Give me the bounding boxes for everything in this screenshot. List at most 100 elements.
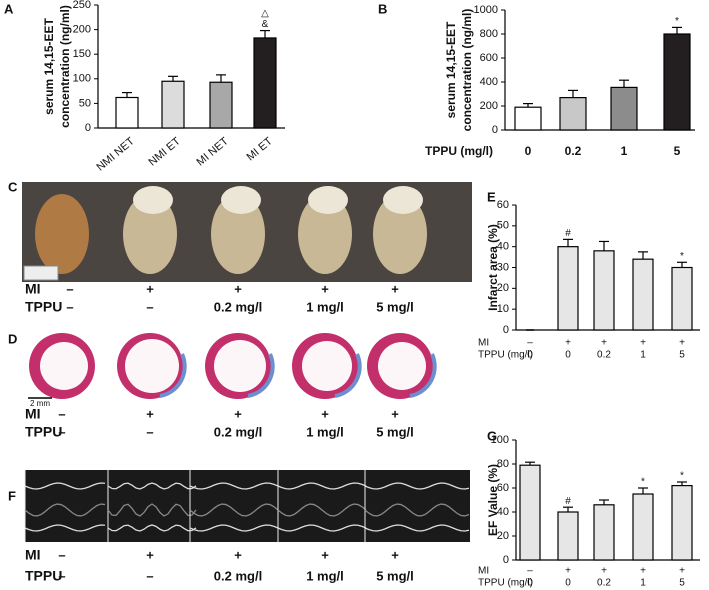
heart [123,194,177,274]
column-label: 0.2 mg/l [214,568,262,583]
bar [115,96,139,129]
scar [159,353,187,398]
annotation: * [675,16,679,27]
column-label: – [146,568,153,583]
x-tick-label: 0 [527,578,533,589]
y-tick-label: 20 [497,282,509,294]
heart [211,194,265,274]
bar [161,80,185,129]
row-label: TPPU [25,424,62,440]
row-label: MI [25,281,41,297]
x-tick-label: 5 [674,144,681,158]
echo-trace [24,503,106,517]
heart [373,194,427,274]
scar [247,353,275,398]
bar [514,106,542,131]
bar [632,258,654,331]
heart [298,194,352,274]
column-label: + [234,547,242,562]
heart-top [133,186,173,214]
heart-top [221,186,261,214]
echo-trace [107,524,197,532]
annotation: * [641,477,645,488]
echo-trace [364,524,470,532]
column-label: + [234,281,242,296]
echo-trace [277,503,367,517]
y-tick-label: 0 [85,122,91,134]
echo-trace [189,503,279,517]
heart-top [308,186,348,214]
x-tick-label: 1 [621,144,628,158]
bar [559,96,587,131]
column-label: 5 mg/l [376,299,414,314]
echo-trace [107,503,197,517]
x-tick-label: NMI NET [94,135,137,173]
bar [557,246,579,331]
annotation: # [565,228,571,239]
y-tick-label: 800 [480,28,498,40]
x-tick-label: 0.2 [597,578,611,589]
panel-label: B [378,1,387,16]
y-tick-label: 10 [497,303,509,315]
y-tick-label: 60 [497,199,509,211]
column-label: – [58,406,65,421]
y-tick-label: 40 [497,506,509,518]
y-tick-label: 50 [79,97,91,109]
bar [593,504,615,561]
panel-label: F [8,488,16,503]
y-tick-label: 100 [491,434,509,446]
row-label: TPPU [25,568,62,584]
echo-trace [364,503,470,517]
x-tick-label: – [527,338,533,349]
y-axis-label: serum 14,15-EET [42,17,56,114]
x-tick-label: 5 [679,578,685,589]
column-label: – [146,299,153,314]
x-tick-label: 0 [565,350,571,361]
column-label: – [66,281,73,296]
x-tick-label: 0.2 [565,144,582,158]
annotation: & [262,19,269,30]
heart-top [383,186,423,214]
column-label: + [234,406,242,421]
bar [671,266,693,331]
column-label: 0.2 mg/l [214,299,262,314]
column-label: – [146,424,153,439]
echo-trace [107,482,197,490]
row-label: MI [25,547,41,563]
annotation: # [565,496,571,507]
x-tick-label: 0 [525,144,532,158]
x-tick-label: + [640,566,646,577]
y-tick-label: 1000 [474,4,498,16]
section-lumen [40,342,88,390]
scale-bar-label: 2 mm [30,399,50,408]
y-tick-label: 100 [73,73,91,85]
x-tick-label: 0 [527,350,533,361]
y-tick-label: 0 [492,124,498,136]
bar [610,86,638,131]
bar [671,485,693,561]
section-lumen [214,340,266,392]
section-lumen [302,341,352,391]
echo-trace [277,482,367,490]
echo-background [25,470,470,542]
panel-label: C [8,179,18,194]
bar [557,511,579,561]
heart [35,194,89,274]
panel-label: A [4,1,14,16]
y-axis-label: EF Value (%) [486,464,500,536]
x-tick-label: MI NET [195,135,231,168]
y-tick-label: 40 [497,241,509,253]
x-tick-label: + [679,566,685,577]
y-tick-label: 0 [503,554,509,566]
y-tick-label: 200 [480,100,498,112]
x-tick-label: 0.2 [597,350,611,361]
bar [663,33,691,131]
y-tick-label: 60 [497,482,509,494]
column-label: + [321,281,329,296]
column-label: + [146,281,154,296]
y-axis-label: concentration (ng/ml) [58,5,72,128]
x-tick-label: + [601,566,607,577]
echo-trace [24,482,106,490]
y-axis-label: concentration (ng/ml) [460,9,474,132]
x-tick-label: + [640,338,646,349]
